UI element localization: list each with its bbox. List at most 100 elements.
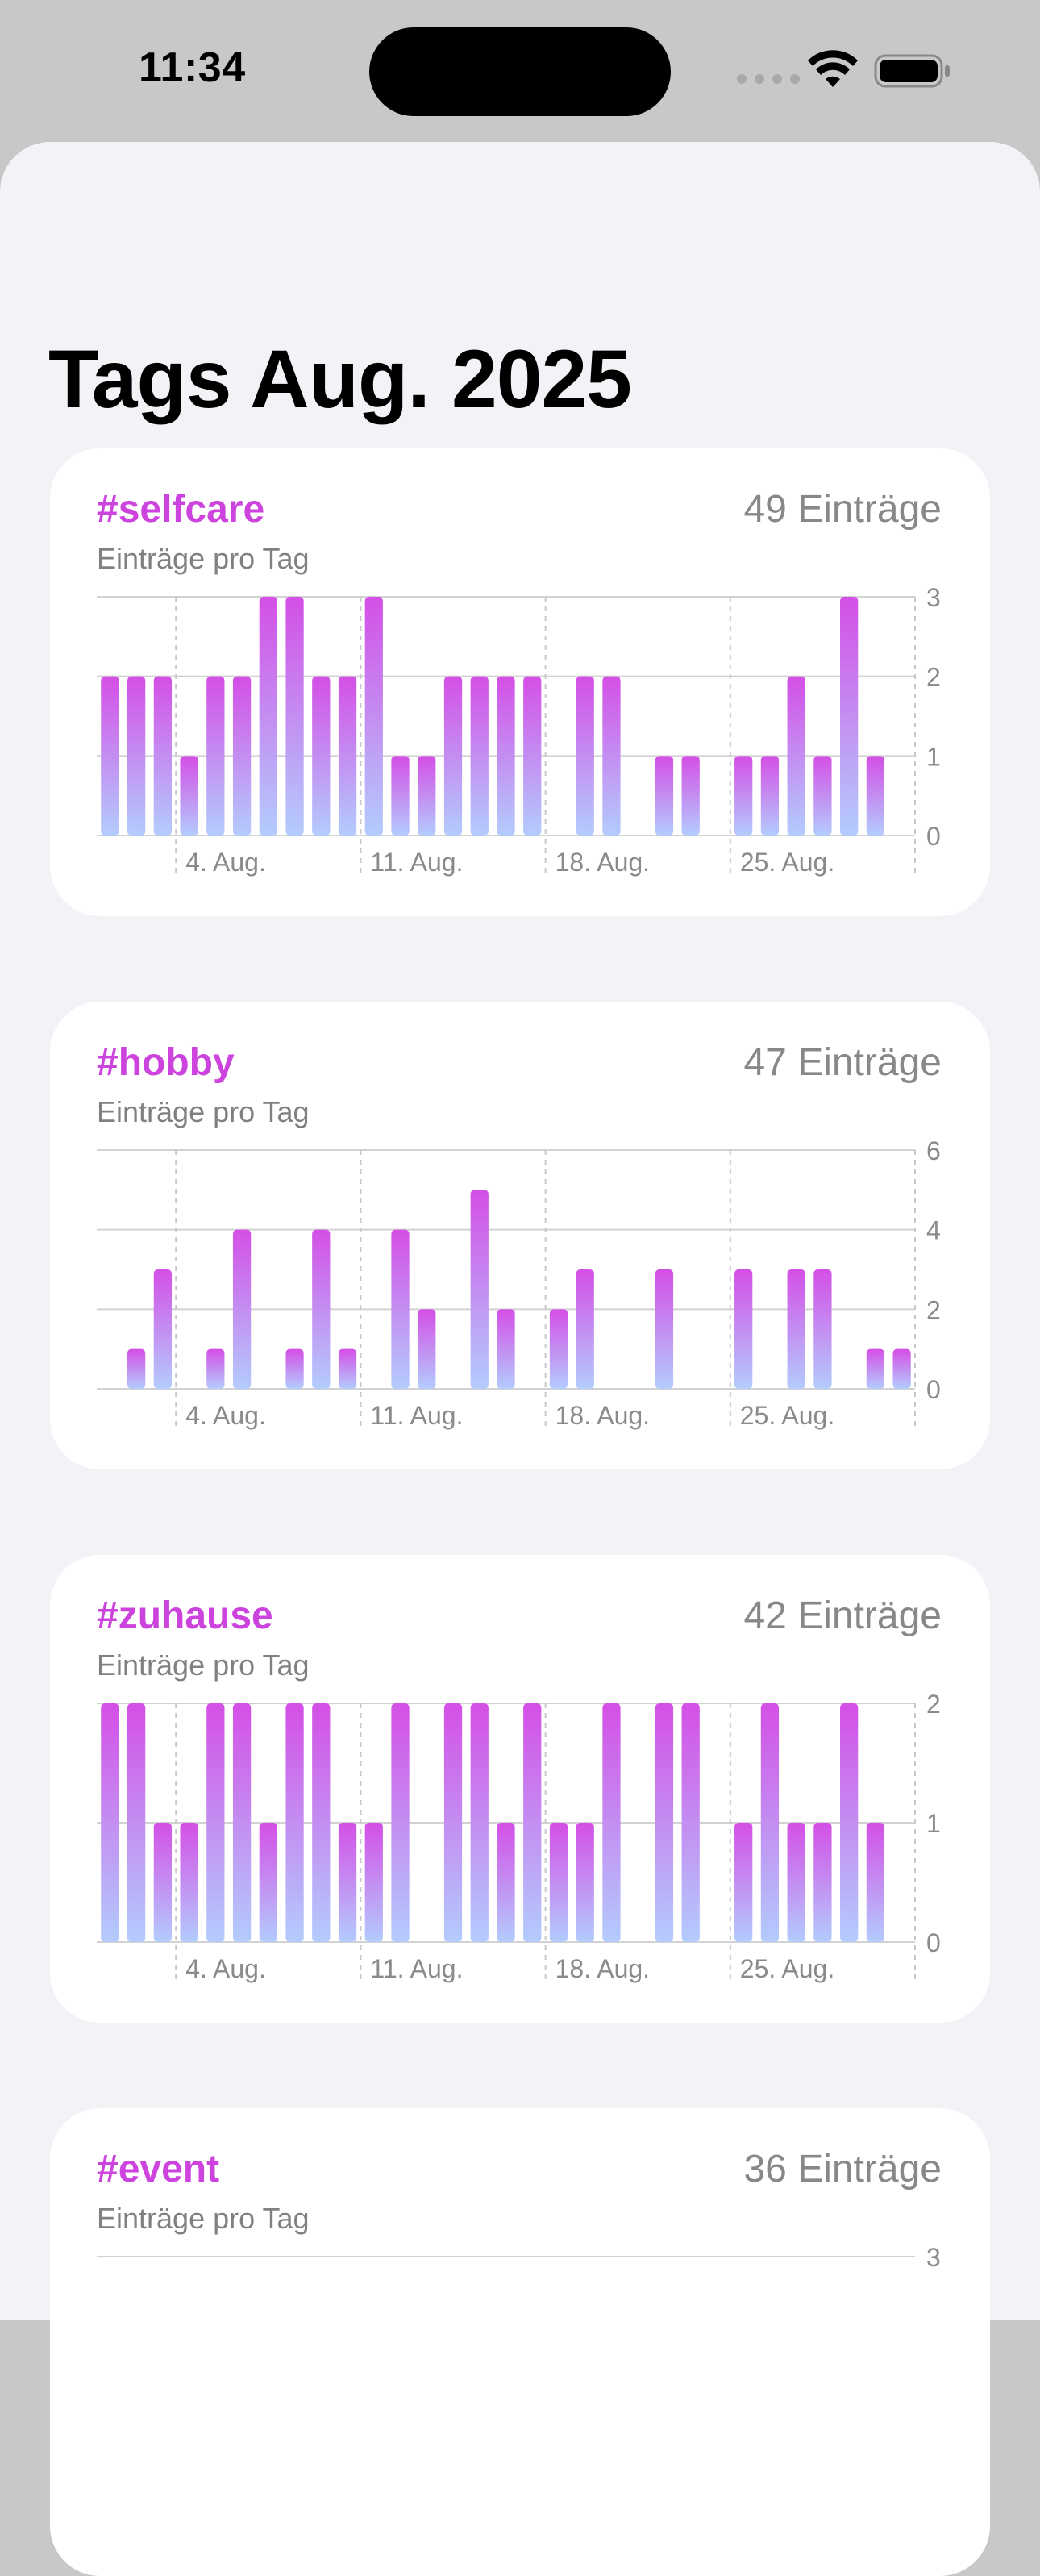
bar bbox=[391, 756, 410, 836]
bar bbox=[285, 1348, 304, 1389]
bar bbox=[734, 756, 753, 836]
bar bbox=[655, 1269, 674, 1389]
bar bbox=[813, 1823, 832, 1942]
bar bbox=[681, 1703, 700, 1942]
bar bbox=[206, 1703, 225, 1942]
y-tick-label: 4 bbox=[926, 1216, 941, 1245]
x-tick-label: 25. Aug. bbox=[740, 1401, 834, 1430]
entry-count: 47 Einträge bbox=[743, 1041, 942, 1084]
bar bbox=[734, 1823, 753, 1942]
bar bbox=[549, 1309, 568, 1389]
tag-name: #zuhause bbox=[97, 1594, 273, 1637]
bar bbox=[259, 597, 277, 836]
x-tick-label: 11. Aug. bbox=[370, 848, 463, 877]
tag-name: #selfcare bbox=[97, 488, 265, 531]
bar bbox=[153, 1823, 172, 1942]
chart-subtitle: Einträge pro Tag bbox=[97, 1095, 310, 1128]
bar bbox=[497, 676, 515, 836]
bar bbox=[338, 676, 357, 836]
bar bbox=[470, 1703, 489, 1942]
bar bbox=[497, 1823, 515, 1942]
tag-name: #event bbox=[97, 2148, 220, 2190]
bar bbox=[127, 1348, 146, 1389]
bar bbox=[232, 1703, 252, 1942]
x-tick-label: 4. Aug. bbox=[185, 1954, 266, 1983]
x-tick-label: 4. Aug. bbox=[185, 848, 266, 877]
bar bbox=[206, 676, 225, 836]
y-tick-label: 1 bbox=[926, 742, 941, 771]
bar bbox=[523, 1703, 542, 1942]
bar bbox=[760, 1703, 780, 1942]
bar bbox=[549, 1823, 568, 1942]
bar bbox=[127, 676, 146, 836]
wifi-icon bbox=[808, 50, 858, 87]
bar bbox=[285, 597, 304, 836]
bar bbox=[443, 676, 463, 836]
bar bbox=[813, 756, 832, 836]
chart-subtitle: Einträge pro Tag bbox=[97, 1649, 310, 1682]
y-tick-label: 0 bbox=[926, 1928, 941, 1957]
bar bbox=[312, 676, 331, 836]
bar bbox=[153, 676, 172, 836]
status-time: 11:34 bbox=[139, 44, 246, 91]
y-tick-label: 0 bbox=[926, 822, 941, 851]
bar bbox=[497, 1309, 515, 1389]
bar bbox=[681, 756, 700, 836]
tag-card-hobby[interactable]: #hobby 47 Einträge Einträge pro Tag 0 2 4 6… bbox=[50, 1002, 990, 1469]
tag-card-event[interactable]: #event 36 Einträge Einträge pro Tag 3 bbox=[50, 2108, 990, 2576]
tag-card-zuhause[interactable]: #zuhause 42 Einträge Einträge pro Tag 0 1… bbox=[50, 1555, 990, 2023]
bar bbox=[602, 1703, 621, 1942]
chart-subtitle: Einträge pro Tag bbox=[97, 2202, 310, 2235]
bar bbox=[787, 1269, 805, 1389]
bar bbox=[232, 1229, 252, 1389]
bar bbox=[655, 1703, 674, 1942]
x-tick-label: 18. Aug. bbox=[555, 1954, 650, 1983]
y-tick-label: 1 bbox=[926, 1809, 941, 1838]
bar bbox=[312, 1703, 331, 1942]
bar bbox=[206, 1348, 225, 1389]
bar bbox=[866, 1823, 885, 1942]
bar bbox=[338, 1823, 357, 1942]
bar bbox=[180, 1823, 198, 1942]
bar bbox=[391, 1229, 410, 1389]
daily-entries-chart: 3 bbox=[97, 2243, 941, 2272]
tag-name: #hobby bbox=[97, 1041, 235, 1084]
bar bbox=[787, 1823, 805, 1942]
daily-entries-chart: 0 2 4 6 4. Aug. 11. Aug. 18. Aug. 25. Aug. bbox=[97, 1136, 941, 1430]
x-tick-label: 18. Aug. bbox=[555, 848, 650, 877]
x-tick-label: 11. Aug. bbox=[370, 1401, 463, 1430]
bar bbox=[127, 1703, 146, 1942]
x-tick-label: 4. Aug. bbox=[185, 1401, 266, 1430]
bar bbox=[153, 1269, 172, 1389]
status-bar: 11:34 bbox=[0, 0, 1040, 137]
bar bbox=[418, 1309, 436, 1389]
y-tick-label: 2 bbox=[926, 1295, 941, 1324]
battery-icon bbox=[874, 54, 950, 88]
entry-count: 42 Einträge bbox=[743, 1594, 942, 1637]
bar bbox=[866, 756, 885, 836]
bar bbox=[232, 676, 252, 836]
bar bbox=[840, 597, 859, 836]
bar bbox=[338, 1348, 357, 1389]
bar bbox=[866, 1348, 885, 1389]
bar bbox=[576, 1269, 594, 1389]
bar bbox=[787, 676, 805, 836]
bar bbox=[813, 1269, 832, 1389]
bar bbox=[655, 756, 674, 836]
bar bbox=[523, 676, 542, 836]
bar bbox=[734, 1269, 753, 1389]
x-tick-label: 18. Aug. bbox=[555, 1401, 650, 1430]
daily-entries-chart: 0 1 2 3 4. Aug. 11. Aug. 18. Aug. 25. Aug. bbox=[97, 583, 941, 877]
bar bbox=[101, 1703, 119, 1942]
bar bbox=[470, 676, 489, 836]
entry-count: 36 Einträge bbox=[743, 2148, 942, 2190]
entry-count: 49 Einträge bbox=[743, 488, 942, 531]
y-tick-label: 0 bbox=[926, 1375, 941, 1404]
bar bbox=[602, 676, 621, 836]
x-tick-label: 25. Aug. bbox=[740, 848, 834, 877]
tag-card-selfcare[interactable]: #selfcare 49 Einträge Einträge pro Tag 0… bbox=[50, 448, 990, 916]
bar bbox=[576, 1823, 594, 1942]
bar bbox=[312, 1229, 331, 1389]
bar bbox=[391, 1703, 410, 1942]
bar bbox=[443, 1703, 463, 1942]
